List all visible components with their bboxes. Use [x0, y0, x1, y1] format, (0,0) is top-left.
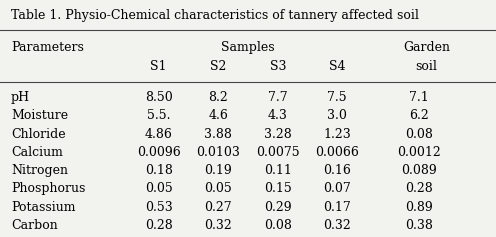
- Text: Garden: Garden: [403, 41, 450, 55]
- Text: Moisture: Moisture: [11, 109, 68, 123]
- Text: 7.1: 7.1: [409, 91, 429, 104]
- Text: Calcium: Calcium: [11, 146, 63, 159]
- Text: 4.6: 4.6: [208, 109, 228, 123]
- Text: 5.5.: 5.5.: [147, 109, 171, 123]
- Text: 3.88: 3.88: [204, 128, 232, 141]
- Text: 7.5: 7.5: [327, 91, 347, 104]
- Text: 0.19: 0.19: [204, 164, 232, 177]
- Text: 0.0066: 0.0066: [315, 146, 359, 159]
- Text: Phosphorus: Phosphorus: [11, 182, 85, 196]
- Text: S1: S1: [150, 60, 167, 73]
- Text: 0.28: 0.28: [405, 182, 433, 196]
- Text: 8.2: 8.2: [208, 91, 228, 104]
- Text: Parameters: Parameters: [11, 41, 84, 55]
- Text: 4.3: 4.3: [268, 109, 288, 123]
- Text: soil: soil: [416, 60, 437, 73]
- Text: 0.32: 0.32: [204, 219, 232, 232]
- Text: 0.0075: 0.0075: [256, 146, 300, 159]
- Text: 0.38: 0.38: [405, 219, 433, 232]
- Text: 0.05: 0.05: [145, 182, 173, 196]
- Text: 8.50: 8.50: [145, 91, 173, 104]
- Text: 3.28: 3.28: [264, 128, 292, 141]
- Text: 7.7: 7.7: [268, 91, 288, 104]
- Text: 0.28: 0.28: [145, 219, 173, 232]
- Text: Table 1. Physio-Chemical characteristics of tannery affected soil: Table 1. Physio-Chemical characteristics…: [11, 9, 419, 23]
- Text: 0.89: 0.89: [405, 201, 433, 214]
- Text: pH: pH: [11, 91, 30, 104]
- Text: 4.86: 4.86: [145, 128, 173, 141]
- Text: 0.17: 0.17: [323, 201, 351, 214]
- Text: 0.15: 0.15: [264, 182, 292, 196]
- Text: 0.05: 0.05: [204, 182, 232, 196]
- Text: 0.07: 0.07: [323, 182, 351, 196]
- Text: 0.0096: 0.0096: [137, 146, 181, 159]
- Text: S3: S3: [269, 60, 286, 73]
- Text: Nitrogen: Nitrogen: [11, 164, 68, 177]
- Text: 0.16: 0.16: [323, 164, 351, 177]
- Text: 0.27: 0.27: [204, 201, 232, 214]
- Text: Potassium: Potassium: [11, 201, 75, 214]
- Text: Carbon: Carbon: [11, 219, 58, 232]
- Text: 6.2: 6.2: [409, 109, 429, 123]
- Text: 0.0012: 0.0012: [397, 146, 441, 159]
- Text: 0.08: 0.08: [405, 128, 433, 141]
- Text: 0.0103: 0.0103: [196, 146, 240, 159]
- Text: Samples: Samples: [221, 41, 275, 55]
- Text: 0.089: 0.089: [401, 164, 437, 177]
- Text: 0.32: 0.32: [323, 219, 351, 232]
- Text: 0.29: 0.29: [264, 201, 292, 214]
- Text: 0.08: 0.08: [264, 219, 292, 232]
- Text: 0.53: 0.53: [145, 201, 173, 214]
- Text: Chloride: Chloride: [11, 128, 65, 141]
- Text: 0.18: 0.18: [145, 164, 173, 177]
- Text: S2: S2: [210, 60, 227, 73]
- Text: 3.0: 3.0: [327, 109, 347, 123]
- Text: S4: S4: [329, 60, 346, 73]
- Text: 1.23: 1.23: [323, 128, 351, 141]
- Text: 0.11: 0.11: [264, 164, 292, 177]
